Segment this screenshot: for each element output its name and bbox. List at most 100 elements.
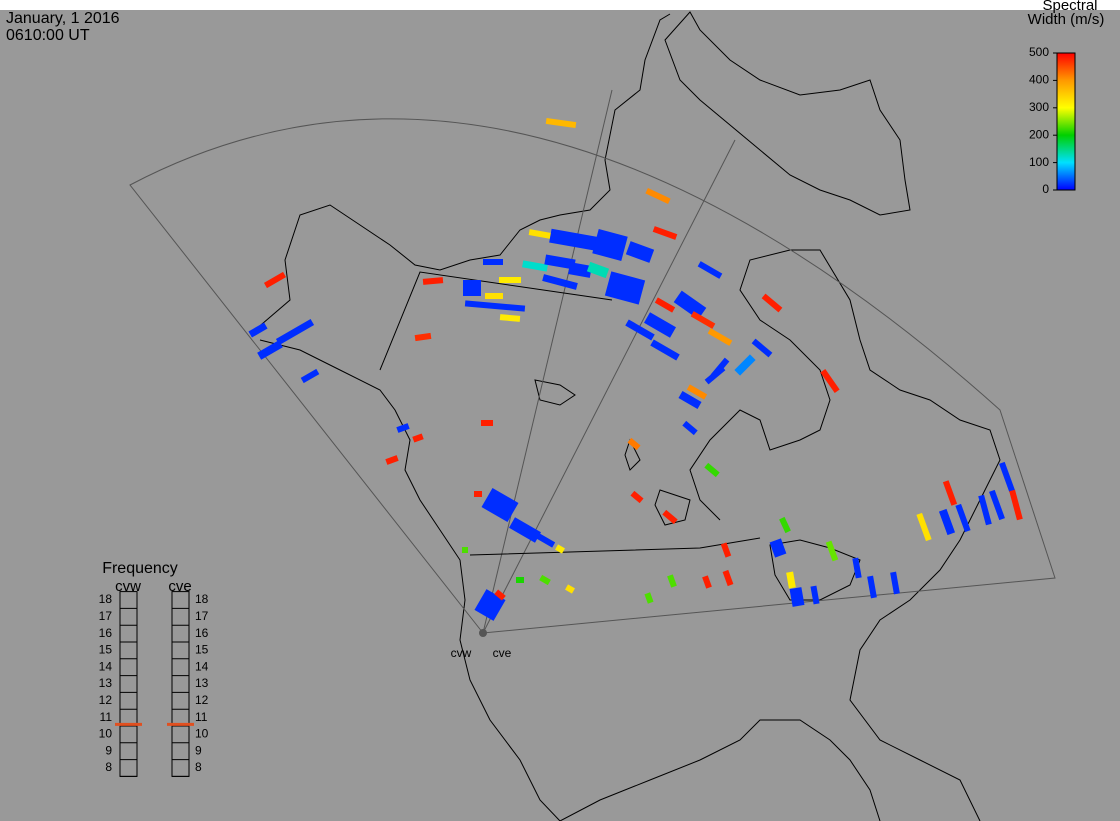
scatter-cell <box>412 433 424 443</box>
frequency-tick-label: 8 <box>195 760 202 774</box>
frequency-tick-label: 17 <box>99 609 113 623</box>
frequency-tick-label: 11 <box>100 710 113 724</box>
scatter-cell <box>414 332 432 342</box>
scatter-cell <box>485 293 503 299</box>
coastline <box>259 339 561 821</box>
scatter-cell <box>539 574 551 586</box>
scatter-cell <box>604 271 646 305</box>
scatter-cell <box>654 297 676 313</box>
scatter-cell <box>942 480 958 506</box>
frequency-tick-label: 18 <box>99 592 113 606</box>
cells <box>248 117 1023 621</box>
scatter-cell <box>644 312 676 338</box>
scatter-cell <box>704 462 720 478</box>
scatter-cell <box>625 319 655 341</box>
scatter-cell <box>810 585 820 605</box>
frequency-tick-label: 13 <box>99 676 113 690</box>
scatter-cell <box>786 571 796 589</box>
frequency-box <box>119 591 138 777</box>
scatter-cell <box>673 290 707 320</box>
scatter-cell <box>555 544 565 554</box>
scatter-cell <box>704 365 726 385</box>
colorbar-tick-label: 400 <box>1029 73 1049 87</box>
coastline <box>534 379 691 526</box>
colorbar-tick-label: 300 <box>1029 100 1049 114</box>
fan-outline <box>129 118 1056 634</box>
scatter-cell <box>686 384 708 400</box>
scatter-cell <box>509 517 541 543</box>
scatter-cell <box>667 574 677 588</box>
frequency-radar: cvw <box>115 578 141 595</box>
scatter-cell <box>462 547 468 553</box>
colorbar-tick-label: 200 <box>1029 127 1049 141</box>
frequency-tick-label: 17 <box>195 609 209 623</box>
coastline <box>664 11 911 216</box>
scatter-cell <box>534 532 556 548</box>
top-strip <box>0 0 1120 10</box>
scatter-cell <box>275 318 315 346</box>
radar-fans <box>129 89 1056 637</box>
frequency-tick-label: 8 <box>105 760 112 774</box>
colorbar <box>1056 52 1076 191</box>
fan-edge <box>482 139 736 634</box>
radar-label: cve <box>493 646 512 660</box>
coastline <box>769 539 861 601</box>
time: 0610:00 UT <box>6 27 90 44</box>
frequency-tick-label: 15 <box>99 643 113 657</box>
frequency-tick-label: 16 <box>195 626 209 640</box>
scatter-cell <box>916 512 932 542</box>
colorbar-title: Width (m/s) <box>1028 11 1105 28</box>
scatter-cell <box>867 575 877 599</box>
scatter-cell <box>690 311 716 329</box>
scatter-cell <box>955 503 971 533</box>
scatter-cell <box>789 587 805 607</box>
scatter-cell <box>702 575 712 589</box>
colorbar-tick-label: 500 <box>1029 45 1049 59</box>
scatter-cell <box>751 338 773 358</box>
scatter-cell <box>474 589 506 621</box>
scatter-cell <box>989 489 1005 521</box>
scatter-cell <box>396 423 410 433</box>
scatter-cell <box>263 271 287 289</box>
scatter-cell <box>483 259 503 265</box>
scatter-cell <box>522 260 548 272</box>
scatter-cell <box>625 241 655 263</box>
scatter-cell <box>549 228 601 252</box>
frequency-tick-label: 12 <box>195 693 209 707</box>
scatter-cell <box>697 261 723 279</box>
scatter-cell <box>645 187 671 205</box>
scatter-cell <box>627 437 641 451</box>
scatter-cell <box>734 354 756 376</box>
frequency-title: Frequency <box>102 560 178 577</box>
scatter-cell <box>999 461 1015 493</box>
scatter-cell <box>481 487 519 523</box>
scatter-cell <box>652 226 678 240</box>
scatter-cell <box>481 420 493 426</box>
scatter-cell <box>1009 489 1023 521</box>
scatter-cell <box>257 340 283 360</box>
scatter-cell <box>474 491 482 497</box>
scatter-cell <box>592 229 628 261</box>
frequency-tick-label: 13 <box>195 676 209 690</box>
frequency-radar: cve <box>168 578 191 595</box>
coastline <box>559 719 881 821</box>
scatter-cell <box>422 277 444 285</box>
scatter-cell <box>678 391 702 409</box>
scatter-cell <box>720 542 732 558</box>
coastlines <box>254 11 1001 821</box>
scatter-cell <box>586 261 610 279</box>
colorbar-tick-label: 0 <box>1042 182 1049 196</box>
scatter-cell <box>890 571 900 595</box>
colorbar-title: Spectral <box>1042 0 1097 14</box>
scatter-cell <box>494 589 506 601</box>
scatter-cell <box>644 592 654 604</box>
frequency-box <box>171 591 190 777</box>
radar-label: cvw <box>451 646 472 660</box>
colorbar-tick-label: 100 <box>1029 155 1049 169</box>
frequency-tick-label: 15 <box>195 643 209 657</box>
scatter-cell <box>528 229 552 239</box>
scatter-cell <box>499 277 521 283</box>
scatter-cell <box>779 516 791 534</box>
scatter-cell <box>707 328 733 346</box>
